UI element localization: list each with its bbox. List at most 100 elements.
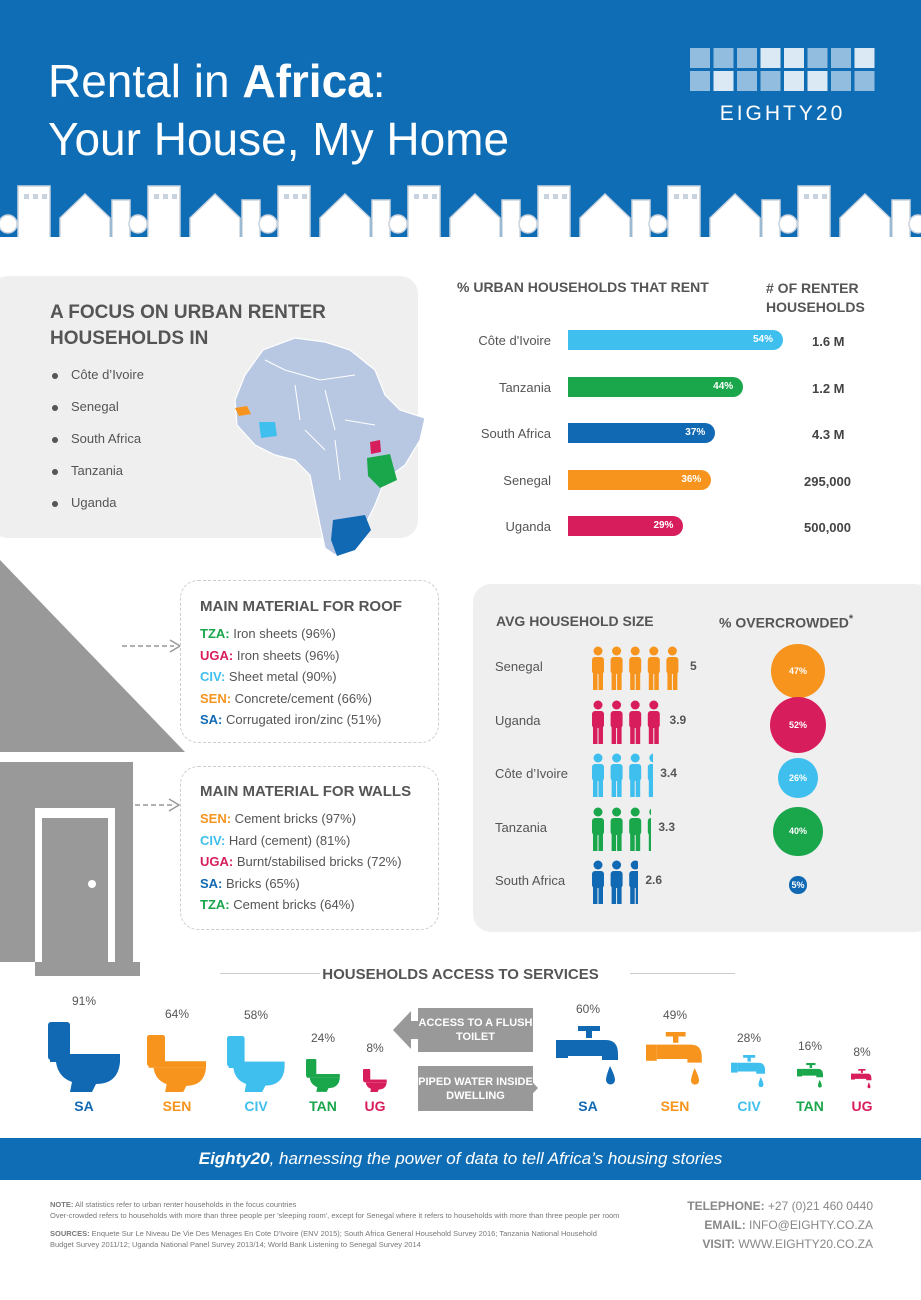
- rent-bar: 37%: [568, 423, 716, 443]
- rent-chart-title: % URBAN HOUSEHOLDS THAT RENT: [457, 279, 709, 295]
- contact-telephone: TELEPHONE: +27 (0)21 460 0440: [687, 1199, 873, 1213]
- size-country-label: Uganda: [495, 712, 541, 728]
- tap-icon: [851, 1068, 872, 1089]
- toilet-icon: [147, 1034, 207, 1092]
- divider-left: [220, 973, 320, 974]
- focus-country: South Africa: [52, 431, 141, 446]
- map-senegal: [235, 406, 251, 416]
- overcrowded-circle: 40%: [773, 806, 823, 857]
- services-title: HOUSEHOLDS ACCESS TO SERVICES: [322, 966, 599, 983]
- renter-count-value: 1.6 M: [812, 334, 845, 349]
- people-icons: [592, 860, 639, 904]
- toilet-icon: [363, 1068, 387, 1092]
- roof-title: MAIN MATERIAL FOR ROOF: [200, 598, 402, 615]
- size-country-label: Senegal: [495, 659, 543, 674]
- title-colon: :: [372, 55, 386, 107]
- people-icons: [592, 753, 654, 797]
- material-line: SA: Corrugated iron/zinc (51%): [200, 712, 382, 727]
- water-country-label: UG: [851, 1098, 873, 1114]
- size-country-label: Côte d’Ivoire: [495, 766, 568, 781]
- rent-country-label: Tanzania: [498, 379, 551, 395]
- water-percent: 49%: [662, 1008, 688, 1023]
- material-line: SEN: Cement bricks (97%): [200, 811, 357, 826]
- rent-country-label: Uganda: [505, 519, 551, 534]
- water-percent: 60%: [575, 1002, 601, 1016]
- size-country-label: South Africa: [495, 873, 566, 888]
- walls-arrow: [135, 798, 181, 812]
- wall-door-illustration: [0, 762, 140, 976]
- toilet-percent: 8%: [366, 1040, 384, 1055]
- water-percent: 16%: [797, 1039, 823, 1054]
- overcrowded-title: % OVERCROWDED*: [719, 613, 854, 631]
- avg-size-value: 3.9: [669, 712, 687, 727]
- rent-country-label: South Africa: [480, 426, 551, 441]
- tap-icon: [556, 1026, 618, 1085]
- rent-country-label: Côte d'Ivoire: [478, 333, 551, 348]
- tap-icon: [731, 1054, 766, 1087]
- roof-arrow: [122, 639, 182, 653]
- water-percent: 28%: [736, 1030, 762, 1045]
- avg-size-value: 3.3: [658, 819, 676, 834]
- focus-country: Côte d’Ivoire: [52, 367, 144, 382]
- toilet-icon: [306, 1059, 340, 1092]
- material-line: UGA: Iron sheets (96%): [200, 647, 340, 663]
- toilet-country-label: TAN: [309, 1098, 337, 1114]
- water-label-box: PIPED WATER INSIDE DWELLING: [418, 1066, 533, 1111]
- household-size-panel: [473, 584, 921, 932]
- toilet-country-label: CIV: [244, 1098, 268, 1114]
- avg-size-title: AVG HOUSEHOLD SIZE: [496, 613, 654, 629]
- renter-count-value: 4.3 M: [812, 427, 845, 442]
- water-country-label: SEN: [660, 1098, 690, 1114]
- material-line: SA: Bricks (65%): [200, 875, 300, 891]
- divider-right: [630, 973, 735, 974]
- avg-size-value: 5: [690, 659, 697, 673]
- material-line: TZA: Cement bricks (64%): [200, 897, 355, 912]
- roof-illustration: [0, 560, 185, 752]
- overcrowded-circle: 26%: [778, 758, 818, 798]
- map-south-africa: [331, 515, 371, 556]
- footer-notes: NOTE: All statistics refer to urban rent…: [50, 1200, 620, 1249]
- logo-squares: [690, 48, 875, 91]
- renter-count-title: # OF RENTER HOUSEHOLDS: [766, 280, 865, 315]
- toilet-icon: [227, 1036, 285, 1092]
- people-icons: [592, 700, 660, 744]
- rent-bar: 36%: [568, 469, 712, 490]
- toilet-country-label: UG: [364, 1098, 386, 1114]
- tap-icon: [796, 1063, 823, 1088]
- rent-bar: 29%: [568, 516, 684, 536]
- band-brand: Eighty20: [198, 1149, 270, 1168]
- people-icons: [592, 807, 652, 851]
- map-ivory-coast: [259, 422, 277, 438]
- title-line2: Your House, My Home: [48, 113, 510, 165]
- focus-country: Tanzania: [52, 463, 123, 478]
- houses-skyline: [0, 185, 921, 240]
- focus-title: A FOCUS ON URBAN RENTER HOUSEHOLDS IN: [50, 302, 326, 349]
- walls-box: [180, 766, 439, 930]
- africa-map: [234, 337, 426, 556]
- toilet-country-label: SEN: [162, 1098, 192, 1114]
- walls-title: MAIN MATERIAL FOR WALLS: [200, 783, 412, 800]
- overcrowded-circle: 5%: [789, 876, 807, 894]
- logo-text: EIGHTY20: [719, 102, 846, 125]
- renter-count-value: 1.2 M: [812, 380, 845, 396]
- toilet-icon: [48, 1022, 120, 1092]
- title-part: Rental in: [48, 55, 243, 107]
- renter-count-value: 295,000: [804, 473, 851, 489]
- toilet-country-label: SA: [74, 1098, 94, 1114]
- people-icons: [592, 646, 679, 690]
- water-country-label: SA: [578, 1098, 598, 1114]
- material-line: TZA: Iron sheets (96%): [200, 626, 336, 641]
- overcrowded-circle: 47%: [771, 644, 825, 698]
- contact-email[interactable]: EMAIL: INFO@EIGHTY.CO.ZA: [704, 1218, 873, 1232]
- toilet-percent: 58%: [243, 1008, 269, 1022]
- rent-country-label: Senegal: [503, 472, 551, 488]
- focus-country: Senegal: [52, 399, 119, 414]
- contact-website[interactable]: VISIT: WWW.EIGHTY20.CO.ZA: [702, 1237, 873, 1251]
- title-bold: Africa: [242, 55, 373, 107]
- material-line: SEN: Concrete/cement (66%): [200, 690, 372, 706]
- avg-size-value: 3.4: [660, 766, 677, 780]
- material-line: CIV: Hard (cement) (81%): [200, 832, 351, 848]
- page-title: Rental in Africa: Your House, My Home: [48, 52, 509, 168]
- toilet-percent: 24%: [310, 1031, 336, 1046]
- water-country-label: TAN: [796, 1098, 824, 1114]
